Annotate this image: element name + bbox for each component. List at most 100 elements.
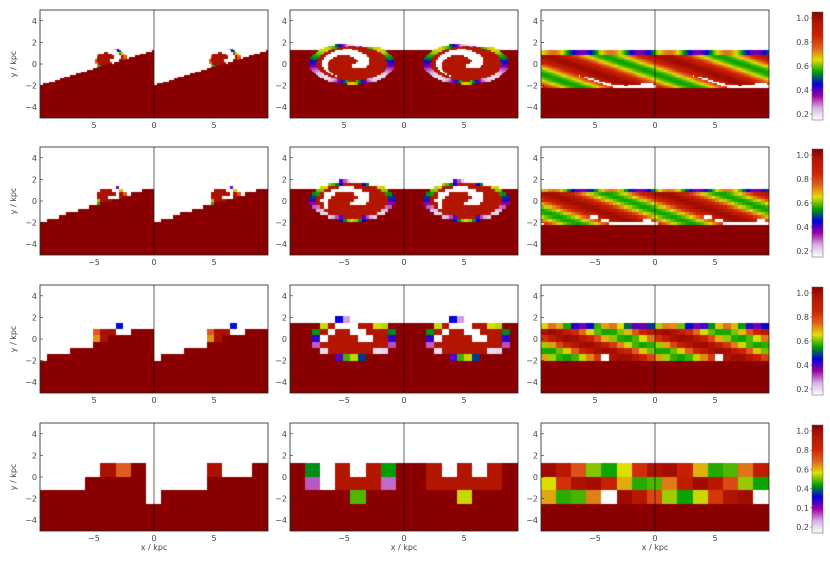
y-tick-label: 0 [32,335,37,344]
y-tick-label: −4 [275,103,287,112]
y-tick-label: 0 [282,60,287,69]
y-tick-label: −4 [526,378,538,387]
colorbar-row2: 1.0 0.8 0.6 0.4 0.2 [796,148,824,258]
y-tick-label: 2 [32,175,37,184]
y-tick-label: −2 [526,82,538,91]
x-tick-label: 5 [211,396,216,405]
panel-r4c1: −5 0 5 −4 −2 0 2 4 y / kpc x / kpc [9,422,269,552]
colorbar-tick-label: 0.4 [796,485,809,494]
colorbar-tick-label: 0.2 [796,110,809,119]
y-tick-label: 4 [533,17,538,26]
colorbar-tick-label: 0.6 [796,465,809,474]
y-tick-label: 4 [282,430,287,439]
colorbar-tick-label: 1.0 [796,151,809,160]
colorbar-tick-label: 0.2 [796,385,809,394]
y-tick-label: −4 [526,240,538,249]
y-tick-label: −4 [275,378,287,387]
x-tick-label: 0 [151,121,156,130]
x-tick-label: 0 [652,258,657,267]
x-axis-label: x / kpc [391,543,418,552]
colorbar-tick-label: 0.8 [796,446,809,455]
y-tick-label: 0 [533,335,538,344]
y-tick-label: −4 [25,240,37,249]
x-tick-label: 0 [652,534,657,543]
y-tick-label: 0 [533,60,538,69]
panel-r4c2: −5 0 5 −4 −2 0 2 4 x / kpc [275,422,519,552]
panel-r2c1: −5 0 5 −4 −2 0 2 4 y / kpc [9,146,269,267]
y-tick-label: −2 [25,495,37,504]
panel-r1c2: 5 0 5 −4 −2 0 2 4 [275,9,519,130]
panel-r3c1: 5 0 5 −4 −2 0 2 4 y / kpc [9,284,269,405]
x-tick-label: 0 [151,396,156,405]
y-tick-label: 2 [32,38,37,47]
y-tick-label: 4 [282,154,287,163]
colorbar [811,148,824,258]
x-tick-label: 5 [712,258,717,267]
panel-r4c3: −5 0 5 −4 −2 0 2 4 x / kpc [526,422,770,552]
panel-r3c2: −5 0 5 −4 −2 0 2 4 [275,284,519,405]
y-tick-label: −4 [275,516,287,525]
y-tick-label: −2 [275,82,287,91]
y-tick-label: 2 [533,451,538,460]
colorbar-tick-label: 0.6 [796,62,809,71]
colorbar-tick-label: 0.8 [796,175,809,184]
y-tick-label: −2 [526,495,538,504]
x-tick-label: 5 [461,534,466,543]
y-tick-label: 0 [533,197,538,206]
colorbar-tick-label: 0.2 [796,523,809,532]
colorbar [811,11,824,121]
y-axis-label: y / kpc [9,464,18,491]
y-tick-label: −4 [25,378,37,387]
x-tick-label: −5 [338,258,350,267]
x-tick-label: 0 [652,396,657,405]
y-tick-label: 2 [533,38,538,47]
colorbars-group: 1.0 0.8 0.6 0.4 0.2 1.0 0.8 0.6 0.4 0.2 1.0 0.8 0.6 0… [796,11,824,534]
x-tick-label: 5 [461,258,466,267]
y-tick-label: 2 [533,313,538,322]
y-tick-label: 2 [32,451,37,460]
x-tick-label: −5 [589,534,601,543]
y-tick-label: −2 [275,495,287,504]
y-tick-label: 0 [533,473,538,482]
x-tick-label: 5 [211,534,216,543]
x-tick-label: 0 [151,534,156,543]
colorbar [811,424,824,534]
y-tick-label: 0 [32,197,37,206]
x-tick-label: 0 [401,396,406,405]
x-tick-label: 5 [592,396,597,405]
y-tick-label: 2 [533,175,538,184]
y-tick-label: 4 [32,17,37,26]
y-tick-label: 4 [32,430,37,439]
panel-r1c1: 5 0 5 −4 −2 0 2 4 y / kpc [9,9,269,130]
y-tick-label: −2 [275,219,287,228]
colorbar-tick-label: 1.0 [796,289,809,298]
y-tick-label: 0 [282,473,287,482]
x-tick-label: 5 [341,121,346,130]
x-tick-label: 5 [461,121,466,130]
x-tick-label: 0 [401,121,406,130]
x-tick-label: 5 [211,121,216,130]
y-tick-label: 2 [282,451,287,460]
y-tick-label: 4 [533,154,538,163]
x-axis-label: x / kpc [141,543,168,552]
y-tick-label: 0 [282,197,287,206]
x-tick-label: 5 [211,258,216,267]
y-tick-label: 4 [282,292,287,301]
panel-r2c3: −5 0 5 −4 −2 0 2 4 [526,146,770,267]
panels-group: 5 0 5 −4 −2 0 2 4 y / kpc 5 0 5 −4 −2 0 2 4 5 0 5 −4 −2 0 2 4 −5 0… [9,9,770,552]
y-tick-label: −2 [25,82,37,91]
y-tick-label: 2 [282,313,287,322]
y-tick-label: 4 [282,17,287,26]
colorbar-tick-label: 0.4 [796,223,809,232]
y-axis-label: y / kpc [9,188,18,215]
x-tick-label: 0 [652,121,657,130]
x-tick-label: 5 [712,396,717,405]
y-tick-label: −2 [275,357,287,366]
y-tick-label: 2 [282,38,287,47]
colorbar [811,286,824,396]
y-tick-label: −4 [526,103,538,112]
x-tick-label: 5 [91,121,96,130]
panel-r3c3: 5 0 5 −4 −2 0 2 4 [526,284,770,405]
colorbar-tick-label: 0.4 [796,361,809,370]
